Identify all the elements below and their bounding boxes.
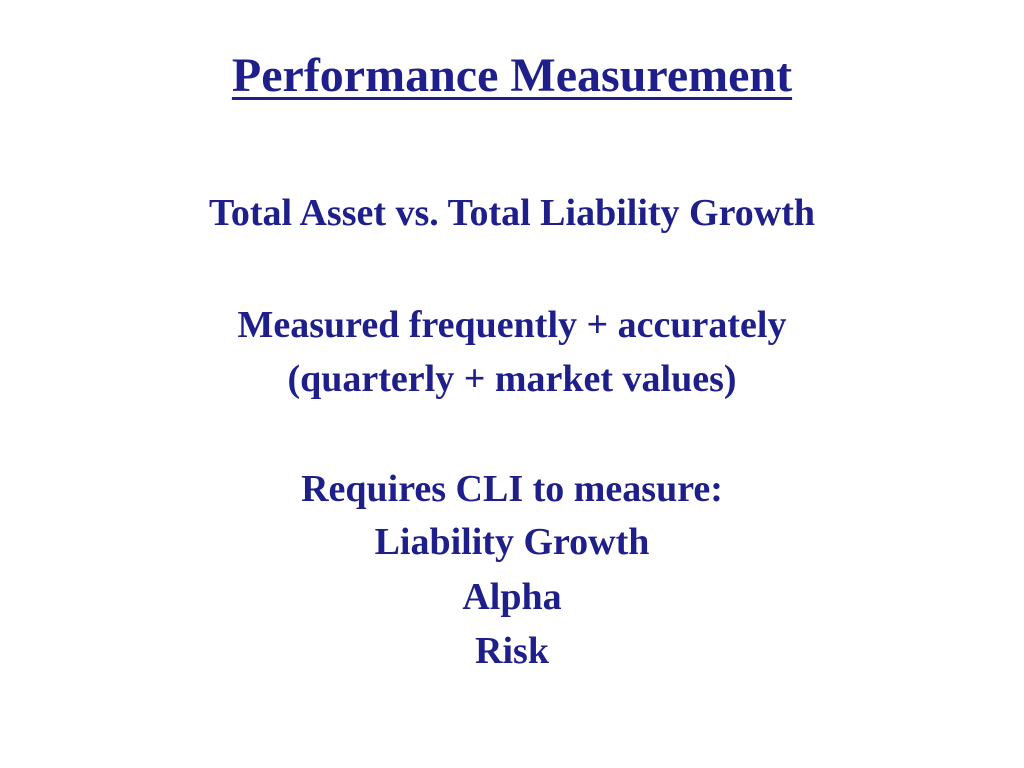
measured-frequently-line: Measured frequently + accurately xyxy=(237,304,787,346)
quarterly-market-values-line: (quarterly + market values) xyxy=(287,358,737,400)
liability-growth-item: Liability Growth xyxy=(374,521,650,563)
risk-item: Risk xyxy=(475,630,549,672)
slide-title: Performance Measurement xyxy=(231,49,793,102)
requires-cli-line: Requires CLI to measure: xyxy=(301,468,723,510)
asset-vs-liability-line: Total Asset vs. Total Liability Growth xyxy=(208,192,815,234)
alpha-item: Alpha xyxy=(462,576,562,618)
